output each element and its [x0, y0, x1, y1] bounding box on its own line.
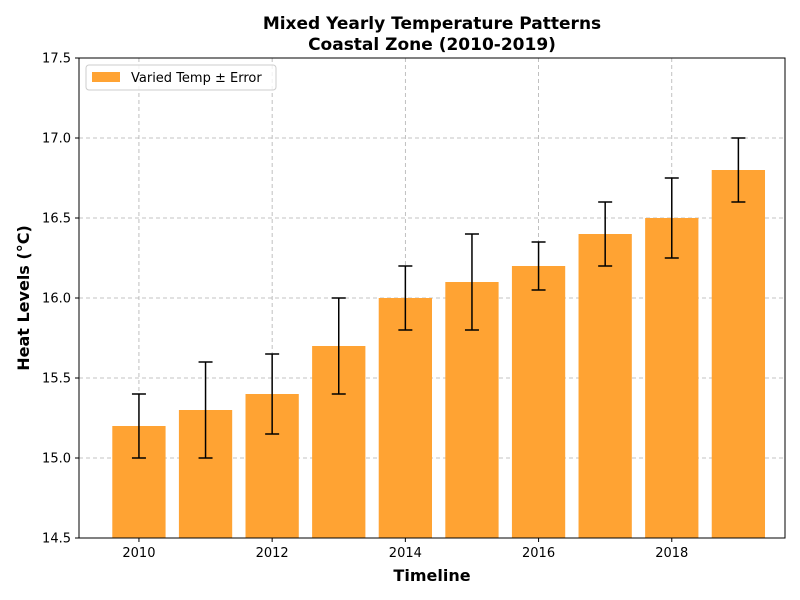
error-bars [131, 137, 746, 459]
x-tick-label: 2016 [522, 546, 555, 561]
error-bar-2017 [598, 201, 613, 267]
error-bar-2010 [131, 393, 146, 459]
axis-ticks: 2010 2012 2014 2016 2018 14.5 15.0 15.5 16.0 16.5… [42, 52, 688, 562]
bars [112, 170, 766, 538]
legend-box [85, 64, 277, 91]
x-tick-label: 2010 [122, 546, 155, 561]
y-tick-label: 14.5 [42, 532, 71, 547]
legend-swatch [92, 72, 120, 82]
y-tick-label: 15.5 [42, 372, 71, 387]
bar-2018 [645, 218, 699, 538]
y-tick-label: 17.5 [42, 52, 71, 67]
bar-2019 [711, 170, 766, 538]
error-bar-2018 [664, 177, 679, 259]
y-tick-label: 17.0 [42, 132, 71, 147]
y-tick-label: 15.0 [42, 452, 71, 467]
x-tick-label: 2012 [256, 546, 289, 561]
y-axis-label: Heat Levels (°C) [14, 225, 33, 371]
x-axis-label: Timeline [393, 566, 470, 585]
error-bar-2013 [331, 297, 346, 395]
bar-2016 [511, 266, 566, 538]
error-bar-2015 [464, 233, 479, 331]
x-tick-label: 2014 [389, 546, 422, 561]
bar-2017 [578, 234, 632, 538]
y-tick-label: 16.5 [42, 212, 71, 227]
error-bar-2019 [731, 137, 746, 203]
error-bar-2012 [265, 353, 280, 435]
y-tick-label: 16.0 [42, 292, 71, 307]
legend: Varied Temp ± Error [85, 64, 277, 91]
error-bar-2011 [198, 361, 213, 459]
error-bar-2016 [531, 241, 546, 291]
error-bar-2014 [398, 265, 413, 331]
legend-label: Varied Temp ± Error [131, 71, 262, 86]
bar-2014 [378, 298, 432, 538]
chart-subtitle: Coastal Zone (2010-2019) [308, 35, 556, 55]
x-tick-label: 2018 [655, 546, 688, 561]
chart-title: Mixed Yearly Temperature Patterns [263, 14, 601, 34]
